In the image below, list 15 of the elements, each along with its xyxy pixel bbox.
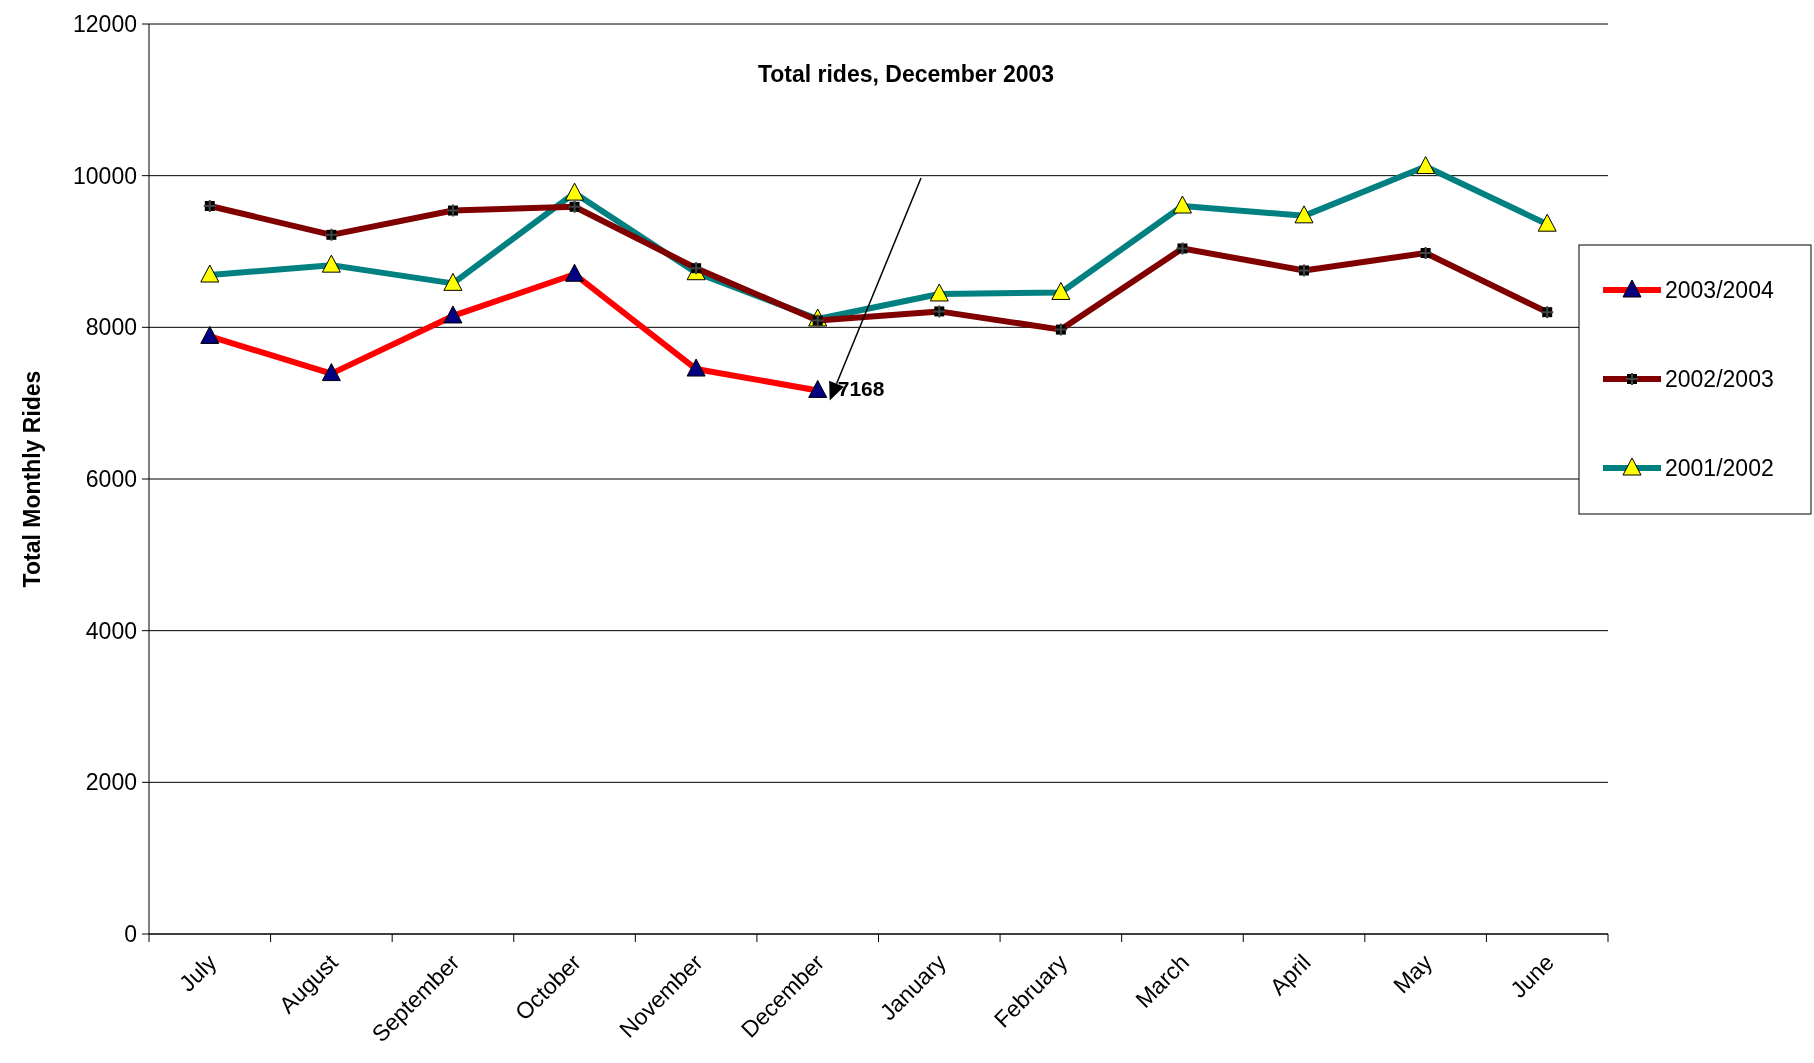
legend-label: 2001/2002 xyxy=(1665,455,1774,482)
y-tick-label: 8000 xyxy=(85,314,137,341)
y-tick-label: 10000 xyxy=(73,162,137,189)
x-tick-label: July xyxy=(174,948,222,997)
data-label: 7168 xyxy=(837,377,885,401)
y-axis-title: Total Monthly Rides xyxy=(19,370,45,588)
x-tick-label: May xyxy=(1388,948,1438,999)
legend-label: 2002/2003 xyxy=(1665,366,1774,393)
y-tick-label: 4000 xyxy=(85,617,137,644)
legend-label: 2003/2004 xyxy=(1665,277,1774,304)
y-tick-label: 12000 xyxy=(73,11,137,38)
y-tick-label: 0 xyxy=(124,921,137,948)
y-tick-label: 2000 xyxy=(85,769,137,796)
annotation: Total rides, December 2003 xyxy=(757,61,1055,87)
y-tick-label: 6000 xyxy=(85,466,137,493)
